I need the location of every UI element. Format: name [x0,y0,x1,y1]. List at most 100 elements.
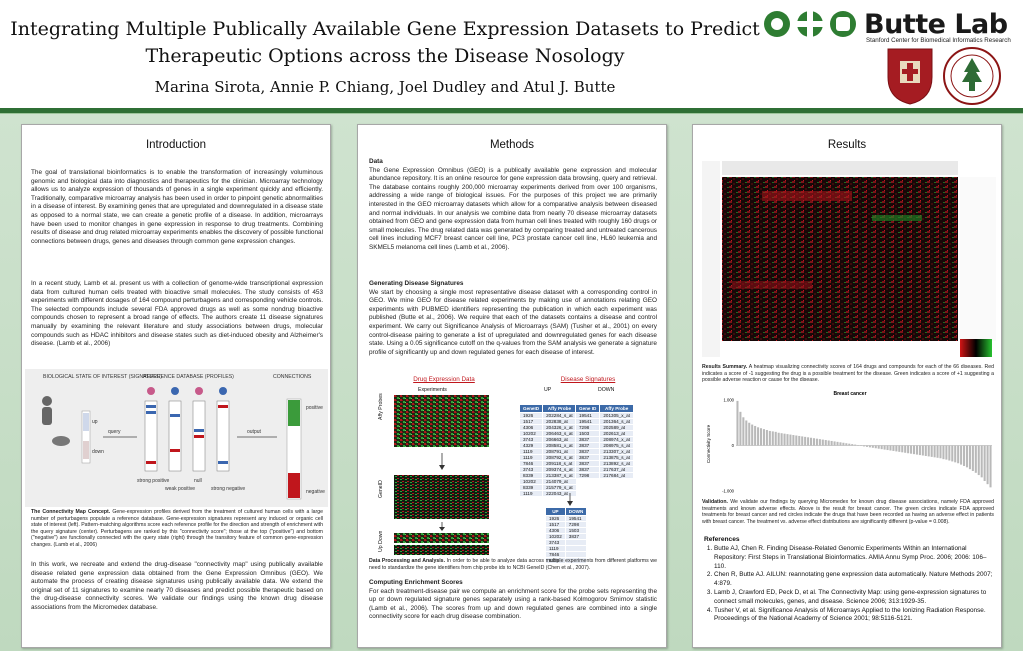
chart-bar [910,445,913,454]
chart-bar [865,445,868,447]
table-cell: 208581_x_at [542,442,577,449]
chart-bar [965,445,969,468]
chart-bar [974,445,977,473]
chart-bar [765,430,768,446]
chart-bar [830,440,833,446]
fig-up-label: up [92,419,98,425]
down-signature-table-wrap: Gene ID Affy Probe 19541 201305_x_at 19541… [574,404,634,479]
table-row: 4306 204326_x_at [518,424,577,431]
fig-query-label: query [108,429,121,435]
chart-bar [804,436,807,446]
y-tick-label: 1.000 [724,398,735,403]
chart-bar [848,443,851,446]
results-summary: Results Summary. A heatmap visualizing c… [702,364,994,384]
data-section: Data The Gene Expression Omnibus (GEO) i… [369,158,657,253]
table-cell: 208792_s_at [542,454,577,461]
chart-bar [880,445,883,450]
y-tick-label: -1.000 [722,489,735,494]
chart-bar [901,445,904,453]
down-col-geneid: Gene ID [574,404,601,413]
y-ticks: 1.000 0 -1.000 [722,398,735,494]
chart-bar [957,445,960,464]
table-cell: 215779_s_at [542,484,577,491]
chart-bar [886,445,889,451]
fig-reference-label: REFERENCE DATABASE (PROFILES) [143,374,234,380]
brand-subtitle: Stanford Center for Biomedical Informati… [866,37,1011,44]
chart-bar [986,445,989,485]
validation-title: Validation. [702,499,728,505]
table-cell: 202284_s_at [542,412,577,419]
references-list: Butte AJ, Chen R. Finding Disease-Relate… [704,545,994,624]
chart-bar [789,434,792,446]
up-signature-table-wrap: GeneID Affy Probe 1926 202284_s_at 1517 202… [518,404,577,497]
heatmap-top-dendrogram [722,161,958,175]
chart-bar [898,445,901,452]
results-heading: Results [827,139,867,151]
header-band-accent [0,113,1023,114]
poster-title: Integrating Multiple Publically Availabl… [0,16,770,70]
table-cell: 213875_s_at [599,454,634,461]
chart-bar [795,435,798,446]
chart-bar [754,425,757,446]
chart-bar [960,445,963,465]
drug-expression-heatmaps [394,395,489,555]
up-label: UP [544,387,552,393]
chart-bar [845,443,848,446]
chart-bar [839,442,842,446]
chart-bar [821,439,824,446]
chart-bar [871,445,874,448]
table-cell: 208975_s_at [599,442,634,449]
up-down-label: Up Down [378,530,384,552]
chart-bar [948,445,951,461]
chart-bar [930,445,933,457]
introduction-panel: Introduction The goal of translational b… [21,124,331,648]
signature-bar [81,410,91,464]
breast-cancer-chart: Breast cancer Connectivity Score 1.000 0 -… [706,391,992,494]
up-col-geneid: GeneID [518,404,544,413]
stanford-seal-icon [943,47,1001,105]
chart-bar [904,445,907,453]
generating-heading: Generating Disease Signatures [369,280,464,287]
results-panel: Results Results Summary. A heatmap visua… [692,124,1002,648]
table-cell: 213387_s_at [542,472,577,479]
chart-bar [954,445,957,463]
chart-bar [939,445,942,459]
connectivity-map-caption: The Connectivity Map Concept. Gene-expre… [31,509,323,549]
caption-text: Gene-expression profiles derived from th… [31,509,323,548]
fig-state-label: BIOLOGICAL STATE OF INTEREST (SIGNATURE) [43,374,162,380]
chart-bar [812,438,816,446]
chart-bar [889,445,892,451]
fig-output-label: output [247,429,262,435]
chart-bar [786,434,789,446]
chart-bar [862,445,866,447]
fig-negative-label: negative [306,489,325,495]
table-cell: 213307_x_at [599,448,634,455]
chart-bar [774,431,777,446]
heatmap-row-labels [960,177,996,341]
down-signature-table: Gene ID Affy Probe 19541 201305_x_at 19541… [574,404,634,479]
table-row: 7298 217684_at [574,472,634,479]
table-cell: 201364_s_at [599,418,634,425]
table-row: 3837 217637_at [574,466,634,473]
chart-bar [780,433,783,446]
table-cell: 209374_s_at [542,466,577,473]
table-row: 7846 209118_s_at [518,460,577,467]
experiments-label: Experiments [418,387,447,393]
table-cell: 8339 [545,557,566,564]
chart-bar [824,440,827,446]
table-cell: 208974_x_at [599,436,634,443]
references-section: References Butte AJ, Chen R. Finding Dis… [704,536,994,624]
chart-bar [933,445,936,458]
chart-bar [883,445,886,450]
chart-bar [827,440,830,446]
chart-bar [874,445,877,449]
down-table-body: 19541 201305_x_at 19541 201364_s_at 7298 2025… [574,412,634,479]
fig-connections-label: CONNECTIONS [273,374,312,380]
table-cell: 213892_s_at [599,460,634,467]
chart-bar [836,441,839,446]
enrichment-section: Computing Enrichment Scores For each tre… [369,579,657,622]
signature-up [83,413,89,431]
table-row: 3743 206663_at [518,436,577,443]
reference-item: Tusher V, et al. Significance Analysis o… [714,607,994,625]
reference-item: Butte AJ, Chen R. Finding Disease-Relate… [714,545,994,571]
